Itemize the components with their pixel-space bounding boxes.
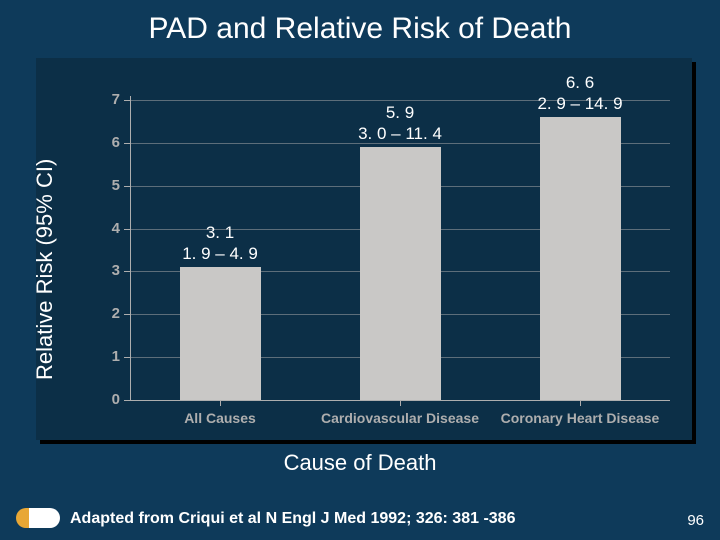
bar-value: 3. 1	[150, 223, 290, 243]
y-tick-label: 2	[98, 305, 120, 322]
plot-area: 01234567All Causes3. 11. 9 – 4. 9Cardiov…	[130, 100, 670, 400]
x-tick-label: All Causes	[134, 410, 307, 426]
x-tick	[580, 400, 581, 406]
slide: PAD and Relative Risk of Death Relative …	[0, 0, 720, 540]
bar-annotation: 3. 11. 9 – 4. 9	[150, 223, 290, 264]
bar-value: 6. 6	[510, 73, 650, 93]
bar	[540, 117, 621, 400]
bar-annotation: 5. 93. 0 – 11. 4	[330, 103, 470, 144]
y-tick-label: 1	[98, 348, 120, 365]
page-number: 96	[687, 512, 704, 529]
x-tick	[220, 400, 221, 406]
bar-annotation: 6. 62. 9 – 14. 9	[510, 73, 650, 114]
y-tick-label: 3	[98, 262, 120, 279]
x-tick-label: Coronary Heart Disease	[494, 410, 667, 426]
bar	[180, 267, 261, 400]
bar-value: 5. 9	[330, 103, 470, 123]
y-tick-label: 4	[98, 220, 120, 237]
bar	[360, 147, 441, 400]
x-tick-label: Cardiovascular Disease	[314, 410, 487, 426]
y-tick-label: 0	[98, 391, 120, 408]
x-tick	[400, 400, 401, 406]
x-axis-label: Cause of Death	[0, 450, 720, 476]
y-tick-label: 5	[98, 177, 120, 194]
bar-ci: 1. 9 – 4. 9	[150, 244, 290, 264]
y-tick-label: 6	[98, 134, 120, 151]
page-title: PAD and Relative Risk of Death	[0, 0, 720, 46]
bar-ci: 2. 9 – 14. 9	[510, 94, 650, 114]
y-axis-label: Relative Risk (95% CI)	[32, 159, 58, 380]
y-tick-label: 7	[98, 91, 120, 108]
citation-text: Adapted from Criqui et al N Engl J Med 1…	[70, 510, 515, 528]
bar-ci: 3. 0 – 11. 4	[330, 124, 470, 144]
logo-icon	[16, 508, 60, 528]
y-axis	[130, 96, 131, 400]
